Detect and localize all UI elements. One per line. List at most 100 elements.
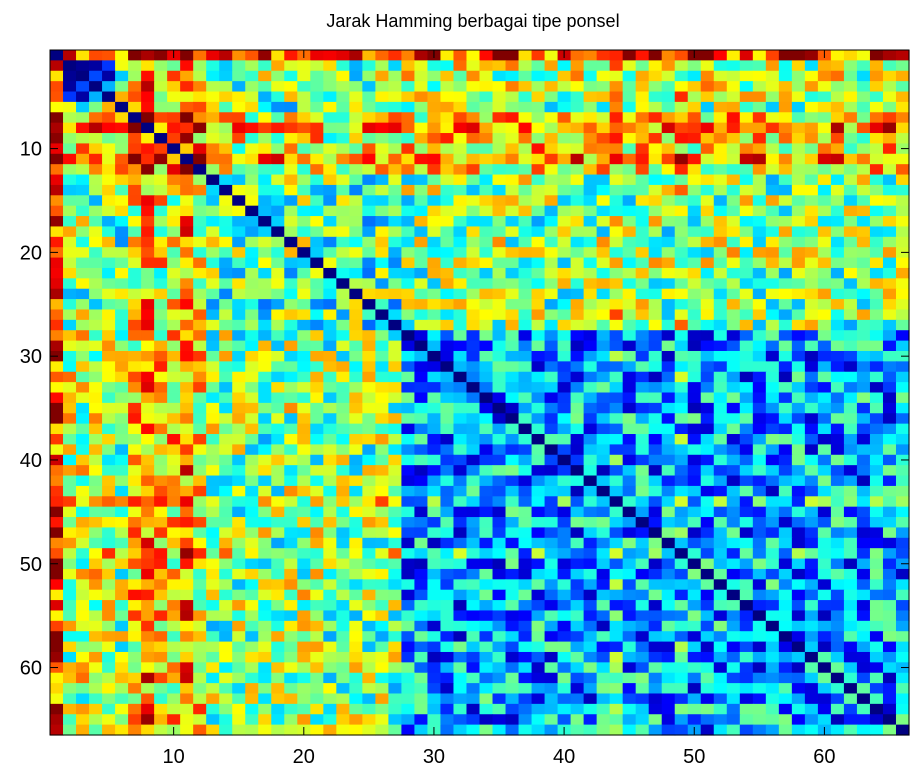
heatmap-cell: [531, 475, 546, 487]
heatmap-cell: [388, 60, 403, 72]
heatmap-cell: [453, 143, 468, 155]
heatmap-cell: [583, 517, 598, 529]
heatmap-cell: [115, 361, 129, 373]
heatmap-cell: [778, 392, 793, 404]
heatmap-cell: [180, 299, 194, 311]
heatmap-cell: [375, 610, 389, 622]
heatmap-cell: [804, 651, 819, 663]
heatmap-cell: [596, 112, 611, 124]
heatmap-cell: [778, 496, 793, 508]
heatmap-cell: [219, 216, 233, 228]
heatmap-cell: [167, 589, 181, 601]
heatmap-cell: [635, 122, 650, 134]
heatmap-cell: [128, 60, 142, 72]
heatmap-cell: [648, 309, 663, 321]
heatmap-cell: [752, 537, 767, 549]
heatmap-cell: [882, 444, 897, 456]
heatmap-cell: [310, 548, 324, 560]
heatmap-cell: [167, 454, 181, 466]
heatmap-cell: [479, 662, 494, 674]
heatmap-cell: [843, 392, 858, 404]
heatmap-cell: [570, 382, 585, 394]
heatmap-cell: [791, 330, 806, 342]
heatmap-cell: [570, 371, 585, 383]
heatmap-cell: [648, 174, 663, 186]
heatmap-cell: [466, 444, 481, 456]
heatmap-cell: [232, 631, 246, 643]
heatmap-cell: [570, 236, 585, 248]
heatmap-cell: [882, 257, 897, 269]
heatmap-cell: [284, 517, 298, 529]
heatmap-cell: [310, 309, 324, 321]
heatmap-cell: [206, 278, 220, 290]
heatmap-cell: [76, 226, 90, 238]
heatmap-cell: [609, 475, 624, 487]
heatmap-cell: [505, 548, 520, 560]
heatmap-cell: [401, 413, 416, 425]
heatmap-cell: [50, 174, 64, 186]
heatmap-cell: [440, 184, 455, 196]
heatmap-cell: [492, 195, 507, 207]
heatmap-cell: [388, 309, 403, 321]
heatmap-cell: [453, 589, 468, 601]
heatmap-cell: [154, 610, 168, 622]
heatmap-cell: [492, 267, 507, 279]
heatmap-cell: [310, 371, 324, 383]
heatmap-cell: [375, 589, 389, 601]
heatmap-cell: [622, 153, 637, 165]
heatmap-cell: [544, 703, 559, 715]
heatmap-cell: [778, 683, 793, 695]
heatmap-cell: [141, 330, 155, 342]
heatmap-cell: [258, 143, 272, 155]
heatmap-cell: [518, 517, 533, 529]
heatmap-cell: [752, 101, 767, 113]
heatmap-cell: [362, 548, 376, 560]
heatmap-cell: [193, 70, 207, 82]
heatmap-cell: [414, 371, 429, 383]
heatmap-cell: [206, 257, 220, 269]
heatmap-cell: [635, 475, 650, 487]
heatmap-cell: [739, 350, 754, 362]
heatmap-cell: [882, 651, 897, 663]
heatmap-cell: [466, 465, 481, 477]
heatmap-cell: [440, 548, 455, 560]
heatmap-cell: [76, 278, 90, 290]
heatmap-cell: [102, 361, 116, 373]
heatmap-cell: [765, 423, 780, 435]
heatmap-cell: [466, 112, 481, 124]
heatmap-cell: [323, 589, 337, 601]
heatmap-cell: [492, 247, 507, 259]
heatmap-cell: [531, 371, 546, 383]
heatmap-cell: [414, 672, 429, 684]
heatmap-cell: [479, 485, 494, 497]
heatmap-cell: [401, 184, 416, 196]
heatmap-cell: [661, 465, 676, 477]
heatmap-cell: [388, 70, 403, 82]
heatmap-cell: [50, 184, 64, 196]
heatmap-cell: [505, 620, 520, 632]
heatmap-cell: [505, 517, 520, 529]
heatmap-cell: [817, 703, 832, 715]
heatmap-cell: [466, 454, 481, 466]
heatmap-cell: [388, 361, 403, 373]
heatmap-cell: [115, 216, 129, 228]
heatmap-cell: [154, 703, 168, 715]
heatmap-cell: [804, 506, 819, 518]
heatmap-cell: [323, 101, 337, 113]
heatmap-cell: [505, 651, 520, 663]
heatmap-cell: [505, 506, 520, 518]
heatmap-cell: [245, 236, 259, 248]
heatmap-cell: [89, 122, 103, 134]
heatmap-cell: [50, 288, 64, 300]
heatmap-cell: [141, 496, 155, 508]
heatmap-cell: [830, 444, 845, 456]
heatmap-cell: [531, 299, 546, 311]
heatmap-cell: [778, 641, 793, 653]
heatmap-cell: [674, 568, 689, 580]
heatmap-cell: [687, 101, 702, 113]
heatmap-cell: [414, 517, 429, 529]
heatmap-cell: [583, 340, 598, 352]
heatmap-cell: [895, 205, 910, 217]
heatmap-cell: [310, 703, 324, 715]
heatmap-cell: [102, 267, 116, 279]
